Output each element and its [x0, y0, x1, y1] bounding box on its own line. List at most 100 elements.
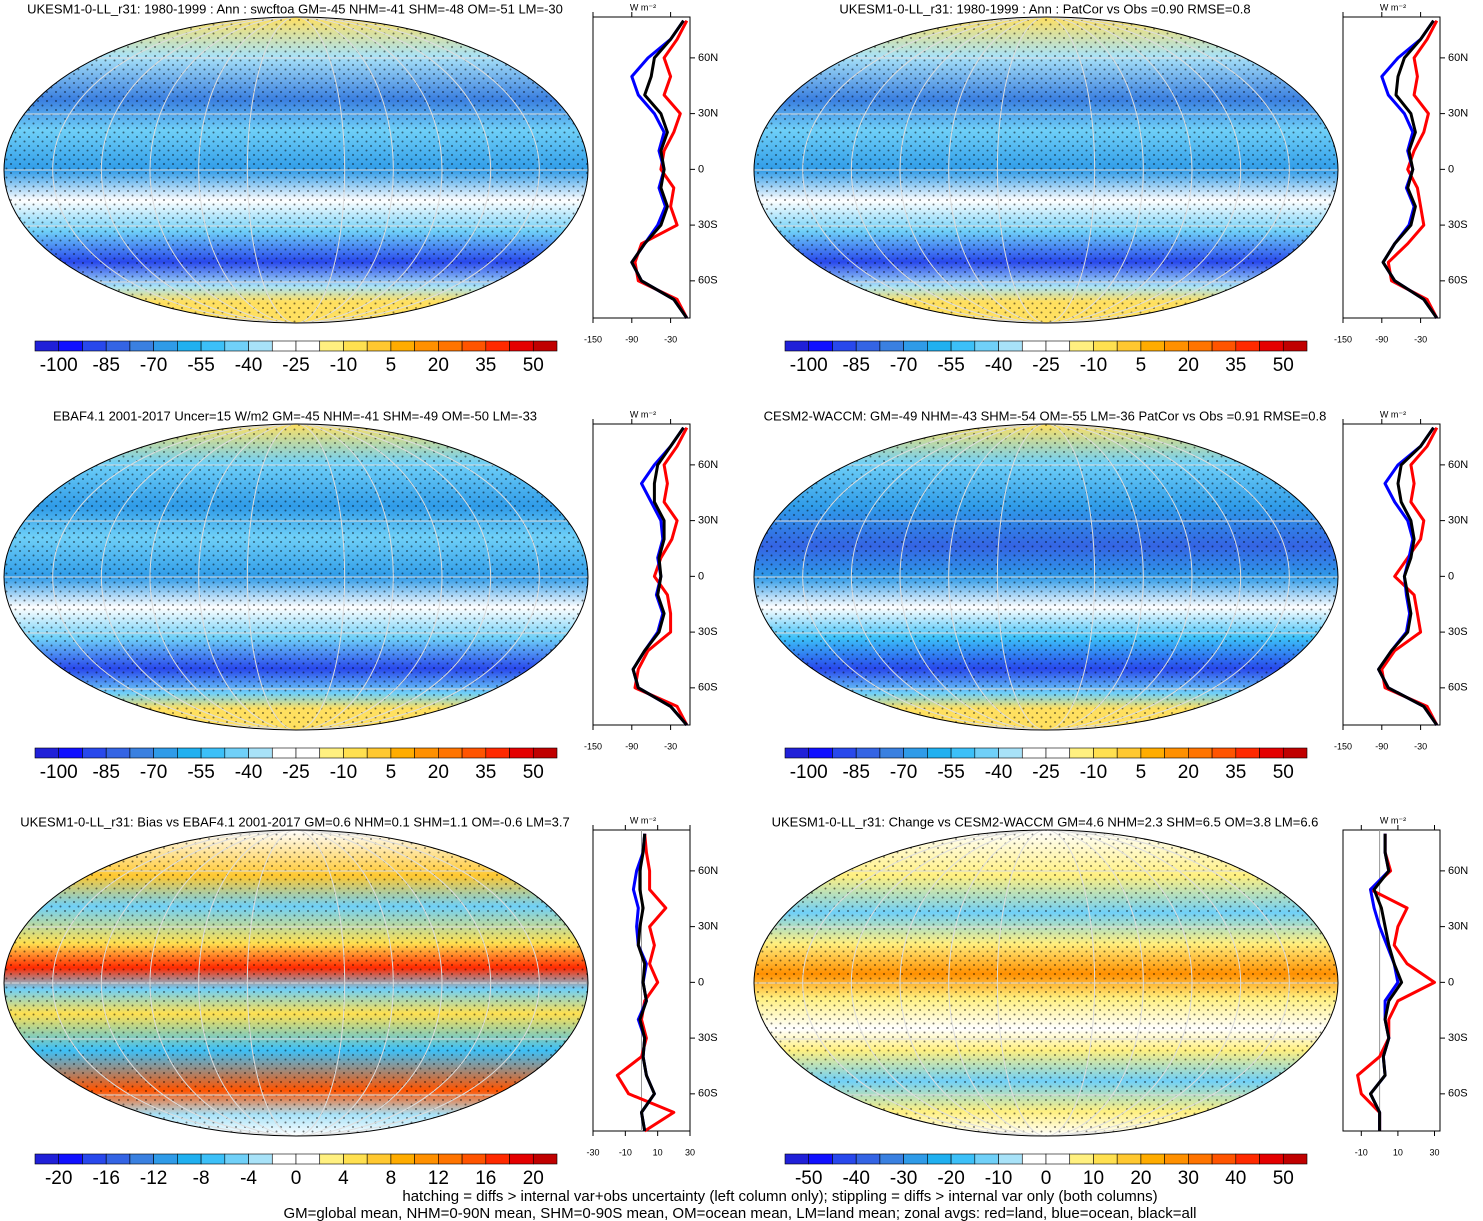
colorbar-label: -30: [890, 1168, 917, 1189]
zonal-line: [1369, 833, 1404, 1131]
colorbar-box: [105, 340, 131, 352]
colorbar-label: -85: [842, 355, 869, 376]
colorbar-box: [1116, 747, 1142, 759]
colorbar-box: [343, 747, 368, 759]
colorbar-box: [438, 1153, 463, 1165]
colorbar-box: [461, 747, 487, 759]
colorbar-box: [950, 1153, 976, 1165]
colorbar-box: [1282, 747, 1308, 759]
colorbar-box: [1021, 747, 1047, 759]
zonal-frame: [1342, 16, 1441, 319]
zonal-line: [1386, 20, 1439, 319]
colorbar-label: 20: [1178, 355, 1199, 376]
x-tick-label: -90: [625, 741, 638, 751]
map-border: [753, 16, 1339, 324]
zonal-line: [636, 833, 656, 1132]
y-tick-label: 60N: [1448, 865, 1468, 877]
colorbar-box: [224, 340, 249, 352]
colorbar-box: [414, 1153, 439, 1165]
map-border: [3, 16, 589, 324]
colorbar-box: [1259, 1153, 1284, 1165]
colorbar-box: [974, 747, 999, 759]
zonal-line: [1377, 426, 1439, 726]
colorbar-box: [1211, 1153, 1237, 1165]
colorbar-box: [34, 1153, 60, 1165]
colorbar-label: -70: [890, 762, 917, 783]
zonal-unit: W m⁻²: [630, 815, 656, 825]
colorbar-label: -55: [187, 762, 214, 783]
colorbar-box: [1021, 340, 1047, 352]
colorbar-label: -40: [985, 762, 1012, 783]
map-border: [753, 423, 1339, 731]
panel: CESM2-WACCM: GM=-49 NHM=-43 SHM=-54 OM=-…: [753, 408, 1468, 783]
colorbar-box: [1045, 747, 1071, 759]
y-tick-label: 0: [1448, 570, 1454, 582]
colorbar-box: [224, 1153, 249, 1165]
colorbar-box: [855, 1153, 881, 1165]
colorbar-box: [1021, 1153, 1047, 1165]
colorbar-label: 50: [523, 762, 544, 783]
colorbar-box: [808, 1153, 833, 1165]
x-tick-label: -30: [1414, 741, 1427, 751]
colorbar-box: [343, 340, 368, 352]
panel-title: UKESM1-0-LL_r31: 1980-1999 : Ann : swcft…: [27, 1, 563, 16]
colorbar-label: -20: [45, 1168, 72, 1189]
colorbar-box: [879, 747, 904, 759]
y-tick-label: 30N: [698, 515, 718, 527]
colorbar-box: [153, 747, 178, 759]
map: [754, 17, 1338, 323]
panel-title: UKESM1-0-LL_r31: 1980-1999 : Ann : PatCo…: [839, 1, 1250, 16]
panel: UKESM1-0-LL_r31: Bias vs EBAF4.1 2001-20…: [3, 814, 718, 1189]
zonal-line: [1356, 833, 1436, 1131]
panel-title: UKESM1-0-LL_r31: Bias vs EBAF4.1 2001-20…: [20, 814, 570, 829]
zonal-line: [631, 426, 688, 726]
colorbar-label: -10: [330, 762, 357, 783]
colorbar-box: [319, 1153, 344, 1165]
y-tick-label: 60N: [698, 865, 718, 877]
colorbar-box: [1093, 747, 1118, 759]
y-tick-label: 60S: [698, 682, 718, 694]
colorbar-label: 4: [338, 1168, 349, 1189]
colorbar-box: [974, 340, 999, 352]
colorbar-box: [1259, 747, 1284, 759]
y-tick-label: 30N: [698, 108, 718, 120]
zonal-line: [615, 833, 676, 1133]
colorbar-box: [1164, 1153, 1189, 1165]
colorbar-box: [1093, 340, 1118, 352]
colorbar-label: 35: [475, 762, 496, 783]
footer-line: hatching = diffs > internal var+obs unce…: [402, 1188, 1157, 1205]
y-tick-label: 30S: [698, 626, 718, 638]
y-tick-label: 30S: [698, 1032, 718, 1044]
colorbar-box: [485, 340, 510, 352]
zonal-frame: [592, 423, 691, 726]
y-tick-label: 30S: [1448, 626, 1468, 638]
colorbar-box: [366, 747, 392, 759]
colorbar-box: [414, 747, 439, 759]
colorbar-box: [1093, 1153, 1118, 1165]
x-tick-label: -90: [1375, 334, 1388, 344]
colorbar-label: 16: [475, 1168, 496, 1189]
colorbar-box: [177, 747, 202, 759]
colorbar-box: [177, 340, 202, 352]
colorbar-box: [832, 340, 857, 352]
colorbar-box: [1045, 340, 1071, 352]
colorbar-box: [248, 747, 273, 759]
footer-line: GM=global mean, NHM=0-90N mean, SHM=0-90…: [283, 1205, 1196, 1221]
x-tick-label: -30: [586, 1147, 599, 1157]
colorbar-box: [532, 340, 558, 352]
colorbar-box: [271, 1153, 297, 1165]
colorbar-label: -70: [140, 355, 167, 376]
x-tick-label: -10: [619, 1147, 632, 1157]
y-tick-label: 60N: [698, 52, 718, 64]
y-tick-label: 0: [698, 570, 704, 582]
colorbar-box: [1045, 1153, 1071, 1165]
colorbar-box: [808, 747, 833, 759]
colorbar-label: -10: [985, 1168, 1012, 1189]
zonal-unit: W m⁻²: [630, 2, 656, 12]
x-tick-label: -150: [584, 334, 602, 344]
x-tick-label: -30: [664, 741, 677, 751]
x-tick-label: -150: [1334, 334, 1352, 344]
colorbar-label: 5: [386, 762, 397, 783]
y-tick-label: 30N: [1448, 921, 1468, 933]
